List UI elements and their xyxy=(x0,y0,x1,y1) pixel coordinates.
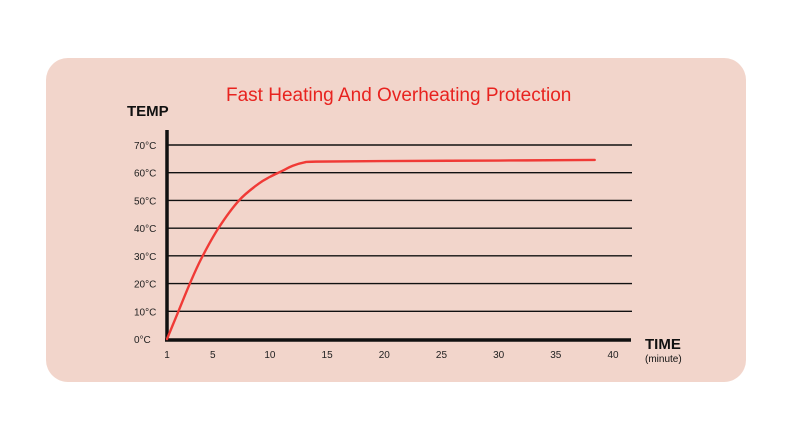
chart-panel xyxy=(46,58,746,382)
x-tick-label: 40 xyxy=(607,350,619,361)
x-tick-label: 10 xyxy=(264,350,276,361)
y-tick-label: 40°C xyxy=(134,224,156,235)
y-tick-label: 70°C xyxy=(134,141,156,152)
x-tick-label: 5 xyxy=(210,350,216,361)
x-tick-label: 25 xyxy=(436,350,448,361)
y-axis-label: TEMP xyxy=(127,103,169,120)
chart-title: Fast Heating And Overheating Protection xyxy=(226,85,572,106)
x-tick-label: 20 xyxy=(379,350,391,361)
x-tick-label: 15 xyxy=(322,350,334,361)
y-tick-label: 30°C xyxy=(134,252,156,263)
x-tick-label: 1 xyxy=(164,350,170,361)
temperature-line xyxy=(165,158,596,341)
y-tick-label: 20°C xyxy=(134,280,156,291)
x-tick-label: 30 xyxy=(493,350,505,361)
x-axis-unit: (minute) xyxy=(645,354,682,365)
y-tick-label: 0°C xyxy=(134,335,151,346)
x-tick-label: 35 xyxy=(550,350,562,361)
y-tick-label: 10°C xyxy=(134,307,156,318)
y-tick-label: 50°C xyxy=(134,196,156,207)
x-axis-label: TIME xyxy=(645,336,681,353)
y-tick-label: 60°C xyxy=(134,169,156,180)
